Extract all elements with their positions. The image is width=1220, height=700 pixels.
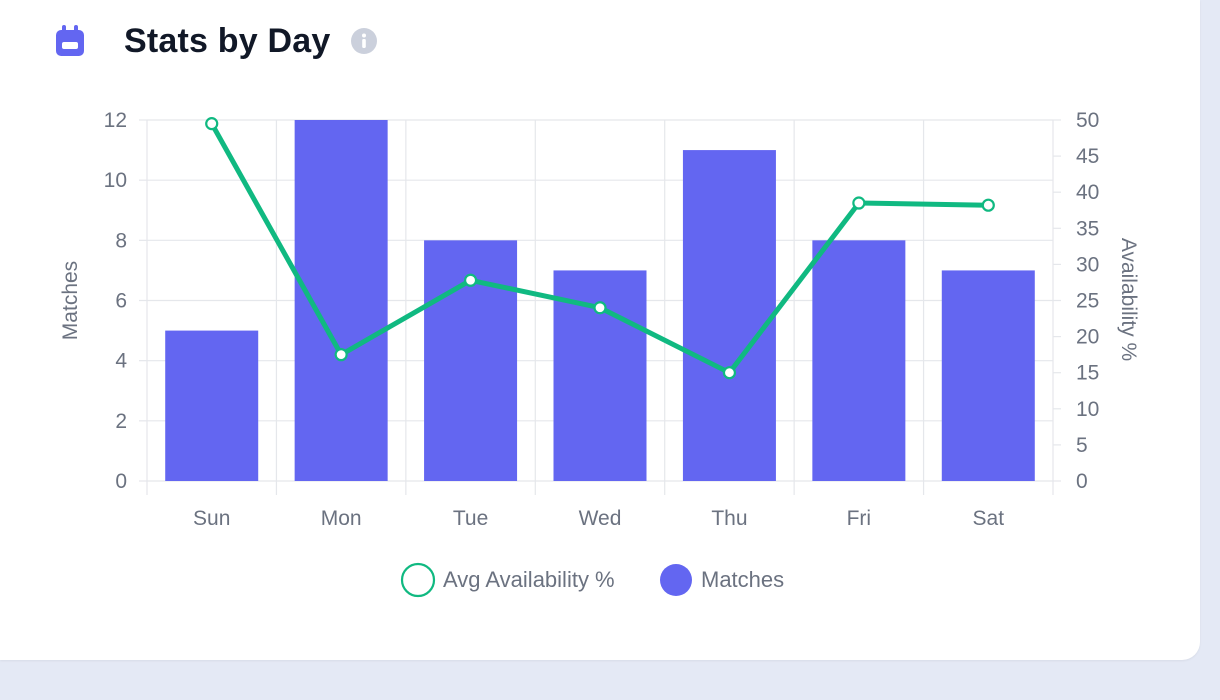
legend-swatch-availability[interactable] xyxy=(400,562,436,598)
y2-tick-label: 25 xyxy=(1076,290,1099,313)
y2-tick-label: 0 xyxy=(1076,470,1088,493)
y-tick-label: 10 xyxy=(104,169,127,192)
y-tick-label: 0 xyxy=(115,470,127,493)
availability-point-tue[interactable] xyxy=(463,273,478,287)
y2-tick-label: 45 xyxy=(1076,145,1099,168)
y-tick-label: 12 xyxy=(104,109,127,132)
y-tick-label: 2 xyxy=(115,410,127,433)
y2-tick-label: 40 xyxy=(1076,181,1099,204)
x-tick-label: Tue xyxy=(453,507,488,530)
availability-point-wed[interactable] xyxy=(593,301,607,315)
y-tick-label: 4 xyxy=(115,350,127,373)
availability-point-fri[interactable] xyxy=(852,196,866,210)
y2-tick-label: 5 xyxy=(1076,434,1088,457)
y2-axis-title: Availability % xyxy=(1117,238,1140,361)
y2-tick-label: 10 xyxy=(1076,398,1099,421)
availability-point-thu[interactable] xyxy=(722,366,737,380)
availability-point-sun[interactable] xyxy=(205,117,219,131)
y-tick-label: 8 xyxy=(115,229,127,252)
availability-point-mon[interactable] xyxy=(334,348,348,362)
y2-tick-label: 35 xyxy=(1076,217,1099,240)
bar-fri[interactable] xyxy=(812,240,906,481)
y-tick-label: 6 xyxy=(115,290,127,313)
calendar-icon xyxy=(56,25,84,56)
page-title: Stats by Day xyxy=(124,21,331,60)
y2-tick-label: 30 xyxy=(1076,253,1099,276)
x-tick-label: Fri xyxy=(847,507,872,530)
info-icon[interactable] xyxy=(350,27,378,55)
axis-layer: 0 2 4 6 8 10 12 0 5 10 15 20 25 30 35 40 45 50 Sun Mon Tue We… xyxy=(59,109,1140,530)
x-tick-label: Wed xyxy=(579,507,622,530)
line-layer xyxy=(205,117,995,380)
x-tick-label: Sat xyxy=(973,507,1005,530)
bar-sat[interactable] xyxy=(941,270,1035,481)
stats-card: Stats by Day 0 2 4 6 8 10 12 0 5 10 15 20 25 30 35 40 45… xyxy=(0,0,1200,660)
y-axis-title: Matches xyxy=(59,261,82,340)
bar-thu[interactable] xyxy=(682,150,776,482)
availability-point-sat[interactable] xyxy=(981,198,995,212)
legend[interactable]: Avg Availability % Matches xyxy=(400,562,784,598)
x-tick-label: Thu xyxy=(711,507,747,530)
y2-tick-label: 50 xyxy=(1076,109,1099,132)
x-tick-label: Mon xyxy=(321,507,362,530)
bars-layer xyxy=(165,120,1035,482)
bar-sun[interactable] xyxy=(165,330,259,481)
stats-chart: 0 2 4 6 8 10 12 0 5 10 15 20 25 30 35 40 45 50 Sun Mon Tue We… xyxy=(59,109,1140,598)
legend-label-matches[interactable]: Matches xyxy=(701,567,784,592)
y2-tick-label: 15 xyxy=(1076,362,1099,385)
legend-swatch-matches[interactable] xyxy=(660,564,692,596)
x-tick-label: Sun xyxy=(193,507,230,530)
card-header: Stats by Day xyxy=(52,20,378,62)
legend-label-availability[interactable]: Avg Availability % xyxy=(443,567,615,592)
y2-tick-label: 20 xyxy=(1076,326,1099,349)
